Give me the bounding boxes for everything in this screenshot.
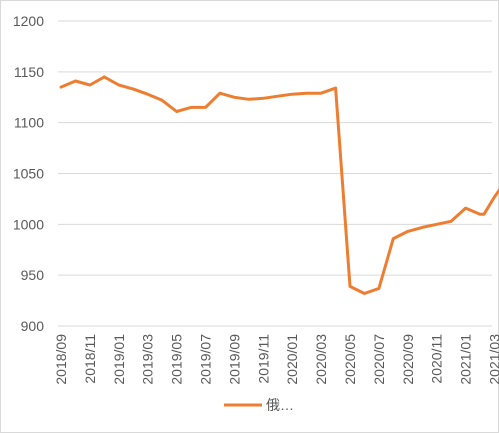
x-tick-label: 2020/03 [313,334,329,385]
legend: 俄… [224,397,294,413]
y-tick-label: 900 [21,318,45,334]
y-axis-tick-labels: 900 950 1000 1050 1100 1150 1200 [13,13,44,334]
x-tick-label: 2019/03 [140,334,156,385]
y-tick-label: 1000 [13,216,44,232]
y-tick-label: 1100 [14,115,44,131]
x-tick-label: 2021/03 [487,334,499,385]
y-tick-label: 1150 [14,64,44,80]
legend-label: 俄… [266,397,294,413]
series-lines [59,75,499,295]
x-tick-label: 2018/11 [82,334,98,384]
x-tick-label: 2019/05 [169,334,185,385]
x-tick-label: 2020/01 [284,334,300,385]
x-tick-label: 2021/01 [458,334,474,385]
y-tick-label: 950 [21,267,45,283]
x-tick-label: 2018/09 [53,334,69,385]
x-tick-label: 2019/07 [198,334,214,385]
gridlines [58,20,492,327]
x-tick-label: 2019/01 [111,334,127,385]
y-tick-label: 1200 [13,13,44,29]
y-tick-label: 1050 [13,166,44,182]
series-line [59,75,499,295]
x-tick-label: 2020/07 [371,334,387,385]
x-tick-label: 2019/09 [226,334,242,385]
x-tick-label: 2019/11 [255,334,271,384]
x-tick-label: 2020/09 [400,334,416,385]
x-tick-label: 2020/11 [429,334,445,384]
x-axis-tick-labels: 2018/09 2018/11 2019/01 2019/03 2019/05 2019/… [53,334,499,385]
x-tick-label: 2020/05 [342,334,358,385]
